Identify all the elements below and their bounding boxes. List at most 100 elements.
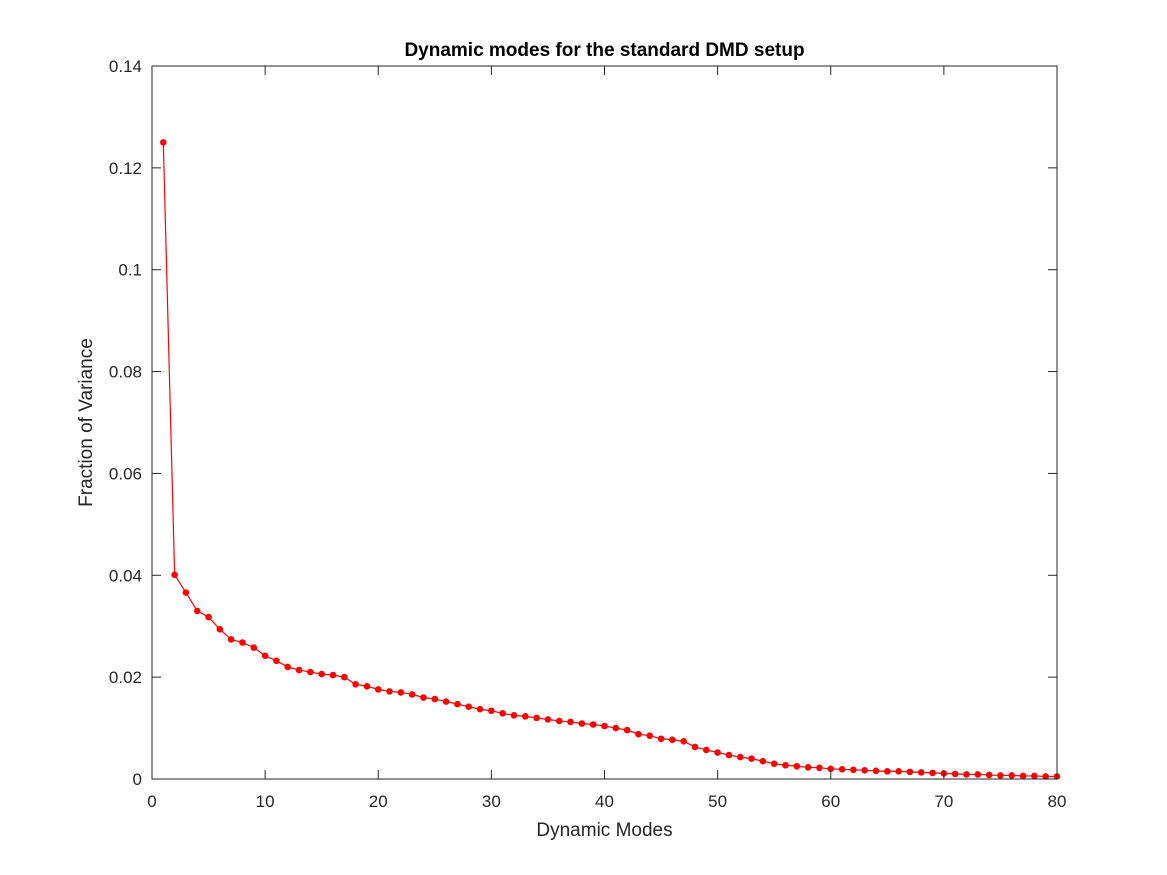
y-tick-label: 0.12 — [109, 159, 142, 178]
data-point — [465, 703, 473, 710]
y-tick-label: 0.06 — [109, 464, 142, 483]
data-point — [985, 771, 993, 779]
data-point — [635, 730, 642, 738]
data-point — [171, 571, 178, 579]
data-point — [567, 718, 574, 726]
data-point — [374, 686, 382, 693]
y-tick-label: 0.1 — [118, 261, 142, 280]
data-point — [612, 724, 620, 732]
data-point — [318, 670, 325, 678]
tick-layer: 0 10 20 30 40 50 60 70 80 0 0.02 0.04 0.06 0.08 0.1 0.1… — [109, 57, 1067, 811]
x-tick-label: 10 — [256, 792, 275, 811]
data-point — [408, 691, 416, 698]
data-point — [748, 755, 755, 762]
data-point — [759, 757, 767, 765]
data-point — [205, 613, 212, 621]
data-point — [555, 717, 563, 725]
x-tick-label: 70 — [934, 792, 953, 811]
data-point — [906, 768, 914, 776]
x-tick-label: 20 — [369, 792, 388, 811]
data-point — [420, 694, 427, 701]
data-point — [216, 625, 224, 633]
y-tick-label: 0.04 — [109, 566, 142, 585]
data-point — [273, 657, 280, 665]
x-tick-label: 0 — [147, 792, 156, 811]
y-tick-label: 0.14 — [109, 57, 142, 76]
data-point — [736, 753, 744, 761]
x-tick-label: 40 — [595, 792, 614, 811]
data-point — [160, 139, 167, 146]
data-point — [589, 721, 597, 728]
data-point — [601, 722, 608, 730]
data-point — [341, 673, 348, 681]
data-point — [1031, 772, 1038, 780]
data-point — [454, 700, 461, 708]
y-tick-label: 0.02 — [109, 668, 142, 687]
data-point — [363, 683, 371, 690]
data-point — [963, 771, 970, 778]
data-point — [782, 761, 789, 769]
data-point — [770, 760, 778, 768]
data-point — [691, 743, 699, 751]
data-point — [646, 732, 654, 740]
data-point — [295, 666, 303, 674]
data-point — [182, 589, 190, 596]
data-point — [1008, 772, 1016, 779]
data-point — [488, 707, 495, 715]
y-tick-label: 0 — [133, 770, 142, 789]
x-tick-label: 80 — [1048, 792, 1067, 811]
data-point — [329, 671, 337, 679]
chart-title: Dynamic modes for the standard DMD setup — [404, 40, 804, 61]
data-point — [804, 763, 812, 771]
x-tick-label: 50 — [708, 792, 727, 811]
data-point — [793, 762, 801, 770]
data-point — [1042, 773, 1049, 780]
x-tick-label: 60 — [821, 792, 840, 811]
data-point — [1019, 772, 1027, 780]
data-point — [578, 720, 586, 727]
x-axis-label: Dynamic Modes — [536, 820, 672, 841]
data-point — [307, 668, 314, 676]
data-point — [227, 636, 235, 643]
data-point — [816, 764, 823, 772]
data-point — [997, 772, 1004, 779]
data-point — [872, 767, 880, 775]
data-point — [657, 735, 665, 743]
data-point — [239, 639, 246, 646]
y-axis-label: Fraction of Variance — [76, 338, 97, 507]
data-point — [669, 736, 676, 744]
data-point — [533, 714, 540, 722]
data-point — [193, 607, 201, 615]
data-point — [850, 766, 857, 774]
data-point — [929, 769, 936, 777]
data-point — [442, 698, 450, 705]
data-point — [499, 710, 506, 717]
data-point — [544, 716, 552, 723]
plot-area — [152, 66, 1057, 779]
data-point — [714, 749, 721, 756]
data-point — [703, 746, 710, 754]
data-point — [623, 726, 631, 734]
data-point — [861, 767, 868, 774]
data-point — [397, 689, 405, 696]
data-point — [895, 768, 902, 775]
data-point — [386, 688, 393, 695]
data-point — [838, 766, 846, 773]
y-tick-label: 0.08 — [109, 363, 142, 382]
data-point — [917, 769, 925, 776]
data-point — [522, 713, 529, 720]
x-tick-label: 30 — [482, 792, 501, 811]
data-point — [884, 768, 891, 775]
data-point — [510, 712, 518, 719]
data-point — [431, 695, 439, 703]
data-point — [352, 680, 359, 688]
data-point — [680, 738, 687, 745]
data-point — [476, 705, 484, 713]
series-layer — [160, 139, 1061, 780]
data-point — [974, 771, 982, 778]
data-point — [250, 644, 258, 651]
data-point — [725, 751, 733, 759]
data-point — [284, 663, 292, 671]
data-point — [261, 652, 269, 660]
